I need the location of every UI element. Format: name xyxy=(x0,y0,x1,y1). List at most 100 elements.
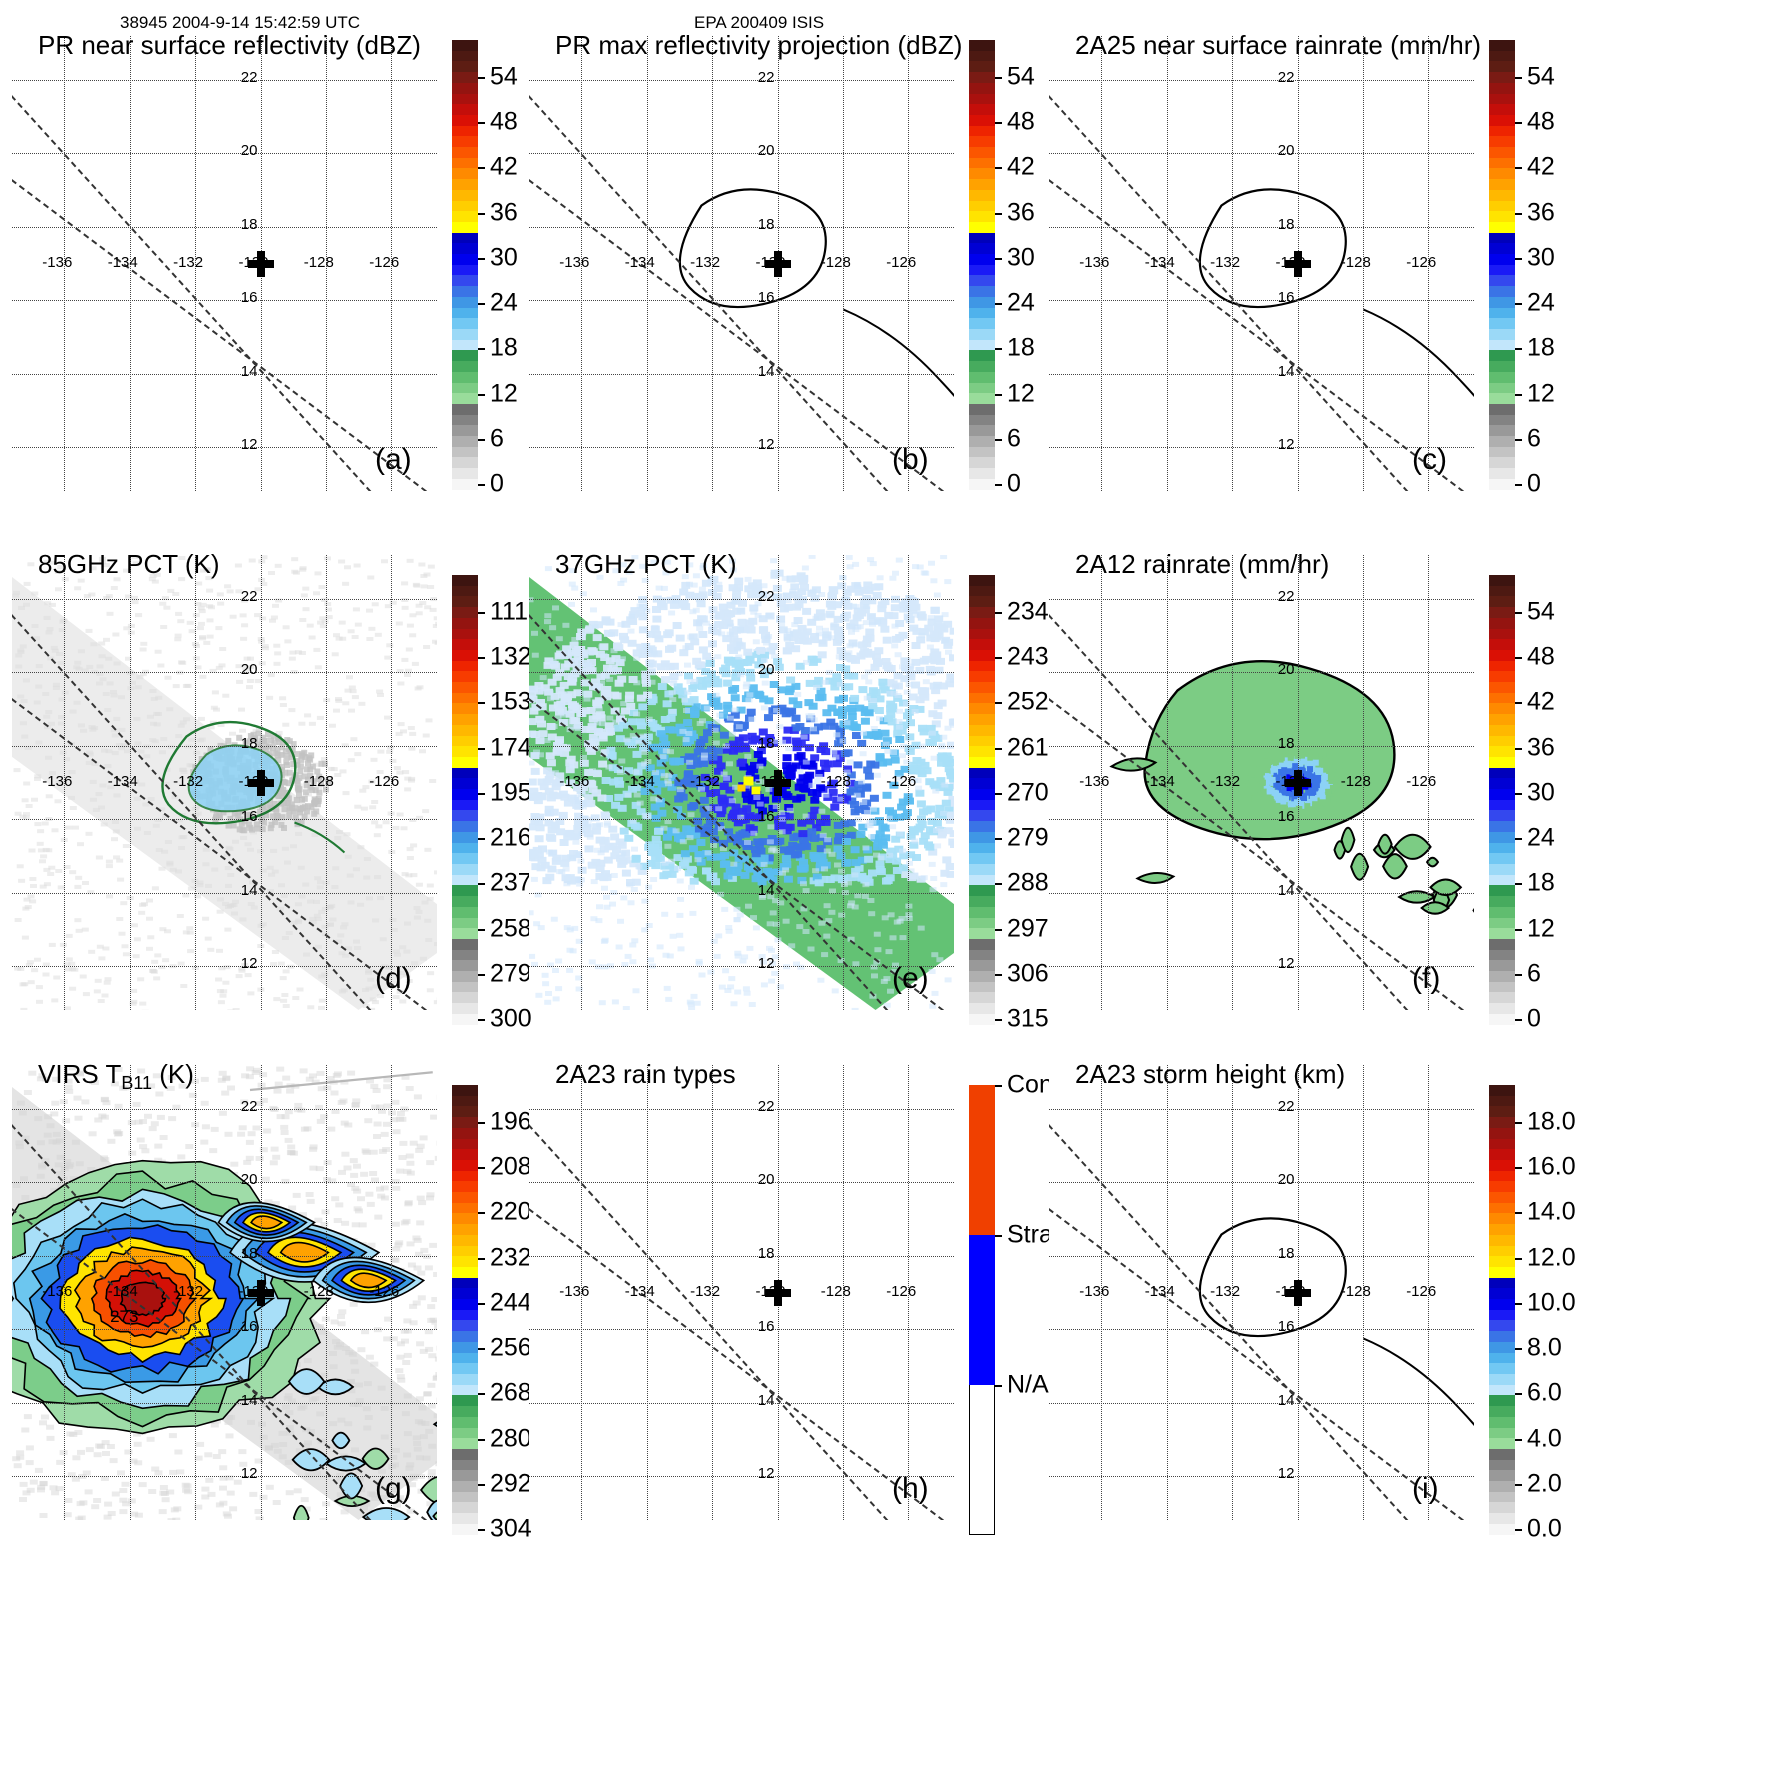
colorbar-segment xyxy=(1489,896,1515,907)
panel-h: -136 -134 -132 -130 -128 -126 22 20 18 16 14 12 2A23… xyxy=(529,1059,954,1520)
gridline-lon xyxy=(1101,555,1103,1010)
colorbar-f[interactable]: 54 48 42 36 30 24 18 12 6 0 xyxy=(1489,575,1649,1033)
gridline-lat xyxy=(12,300,437,302)
gridline-lon xyxy=(1428,36,1430,491)
colorbar-tick xyxy=(478,1438,485,1441)
panel-f: -136 -134 -132 -130 -128 -126 22 20 18 16 14 12 2A12… xyxy=(1049,549,1474,1010)
colorbar-segment xyxy=(452,1085,478,1096)
colorbar-tick xyxy=(995,1019,1002,1021)
colorbar-tick xyxy=(478,303,485,306)
colorbar-segment xyxy=(1489,639,1515,650)
plot-area[interactable]: -136 -134 -132 -130 -128 -126 22 20 18 16 14 12 xyxy=(12,555,437,1010)
colorbar-segment xyxy=(969,928,995,939)
colorbar-label: 244 xyxy=(490,1288,532,1317)
colorbar-tick xyxy=(1515,257,1522,260)
colorbar-segment xyxy=(452,821,478,832)
lon-tick-label: -132 xyxy=(690,772,721,790)
gridline-lat xyxy=(529,300,954,302)
colorbar-tick xyxy=(1515,1348,1522,1351)
gridline-lon xyxy=(712,36,714,491)
colorbar-i[interactable]: 18.0 16.0 14.0 12.0 10.0 8.0 6.0 4.0 2.0 0.0 xyxy=(1489,1085,1649,1543)
colorbar-tick xyxy=(1515,838,1522,841)
colorbar-segment xyxy=(969,938,995,950)
colorbar-d[interactable]: 111 132 153 174 195 216 237 258 279 300 xyxy=(452,575,612,1033)
colorbar-label: 280 xyxy=(490,1424,532,1452)
lat-tick-label: 18 xyxy=(757,734,775,752)
plot-area[interactable]: -136 -134 -132 -130 -128 -126 22 20 18 16 14 12 xyxy=(529,555,954,1010)
gridline-lat xyxy=(529,1109,954,1110)
colorbar-tick xyxy=(995,257,1002,260)
colorbar-tick xyxy=(1515,747,1522,750)
colorbar-c[interactable]: 54 48 42 36 30 24 18 12 6 0 xyxy=(1489,40,1649,498)
gridline-lon xyxy=(325,555,327,1010)
colorbar-segment xyxy=(969,789,995,800)
colorbar-tick xyxy=(478,1212,485,1215)
colorbar-segment xyxy=(452,425,478,437)
plot-area[interactable]: -136 -134 -132 -130 -128 -126 22 20 18 16 14 12 xyxy=(1049,36,1474,491)
colorbar-label: 24 xyxy=(1527,823,1555,852)
colorbar-segment xyxy=(1489,938,1515,950)
lon-tick-label: -134 xyxy=(624,772,655,790)
gridline-lon xyxy=(1166,1065,1168,1520)
colorbar-segment xyxy=(1489,1523,1515,1535)
lat-tick-label: 22 xyxy=(240,1098,258,1115)
colorbar-tick xyxy=(1515,303,1522,306)
colorbar-segment xyxy=(452,1438,478,1449)
lat-tick-label: 18 xyxy=(1277,734,1295,752)
colorbar-segment xyxy=(452,114,478,126)
gridline-lat xyxy=(1049,1109,1474,1110)
colorbar-segment xyxy=(969,703,995,715)
gridline-lat xyxy=(12,1182,437,1184)
colorbar-segment xyxy=(1489,1277,1515,1289)
colorbar-segment xyxy=(969,72,995,83)
gridline-lon xyxy=(1232,555,1234,1010)
colorbar-segment xyxy=(1489,682,1515,693)
colorbar-tick xyxy=(478,838,485,841)
colorbar-segment xyxy=(969,114,995,126)
gridline-lat xyxy=(529,672,954,674)
lon-tick-label: -132 xyxy=(690,1282,721,1300)
colorbar-label: 306 xyxy=(1007,959,1049,988)
lon-tick-label: -126 xyxy=(886,253,917,271)
lat-tick-label: 20 xyxy=(240,661,258,679)
plot-area[interactable]: -136 -134 -132 -130 -128 -126 22 20 18 16 14 12 xyxy=(1049,555,1474,1010)
gridline-lon xyxy=(1362,1065,1364,1520)
colorbar-tick xyxy=(1515,167,1522,170)
colorbar-segment xyxy=(452,1299,478,1310)
gridline-lon xyxy=(64,555,66,1010)
colorbar-b[interactable]: 54 48 42 36 30 24 18 12 6 0 xyxy=(969,40,1129,498)
plot-area[interactable]: -136 -134 -132 -130 -128 -126 22 20 18 16 14 12 xyxy=(12,36,437,491)
lon-tick-label: -134 xyxy=(1144,1282,1175,1300)
gridline-lon xyxy=(908,1065,910,1520)
colorbar-g[interactable]: 196 208 220 232 244 256 268 280 292 304 xyxy=(452,1085,612,1543)
colorbar-segment xyxy=(1489,1320,1515,1332)
colorbar-segment xyxy=(969,671,995,683)
colorbar-segment xyxy=(452,1245,478,1257)
gridline-lat xyxy=(529,447,954,448)
plot-area[interactable]: -136 -134 -132 -130 -128 -126 22 20 18 16 14 12 xyxy=(1049,1065,1474,1520)
colorbar-tick xyxy=(1515,611,1522,614)
plot-area[interactable]: -136 -134 -132 -130 -128 -126 22 20 18 16 14 12 273 xyxy=(12,1065,437,1520)
colorbar-segment xyxy=(452,596,478,608)
colorbar-segment xyxy=(452,339,478,351)
colorbar-label: 237 xyxy=(490,868,532,897)
colorbar-segment xyxy=(969,821,995,832)
colorbar-segment xyxy=(1489,1352,1515,1364)
colorbar-tick xyxy=(995,303,1002,306)
colorbar-tick xyxy=(478,212,485,215)
colorbar-tick xyxy=(478,1121,485,1124)
colorbar-segment xyxy=(452,863,478,875)
panel-title: PR max reflectivity projection (dBZ) xyxy=(555,30,963,60)
colorbar-segment xyxy=(969,724,995,736)
colorbar-a[interactable]: 54 48 42 36 30 24 18 12 6 0 xyxy=(452,40,612,498)
colorbar-segment xyxy=(1489,874,1515,886)
lat-tick-label: 22 xyxy=(757,588,775,605)
colorbar-label: 261 xyxy=(1007,733,1049,762)
colorbar-segment xyxy=(452,981,478,993)
plot-area[interactable]: -136 -134 -132 -130 -128 -126 22 20 18 16 14 12 xyxy=(529,1065,954,1520)
panel-title: 2A12 rainrate (mm/hr) xyxy=(1075,549,1330,579)
plot-area[interactable]: -136 -134 -132 -130 -128 -126 22 20 18 16 14 12 xyxy=(529,36,954,491)
panel-tag: (h) xyxy=(892,1472,929,1505)
colorbar-e[interactable]: 234 243 252 261 270 279 288 297 306 315 xyxy=(969,575,1129,1033)
gridline-lon xyxy=(1428,1065,1430,1520)
